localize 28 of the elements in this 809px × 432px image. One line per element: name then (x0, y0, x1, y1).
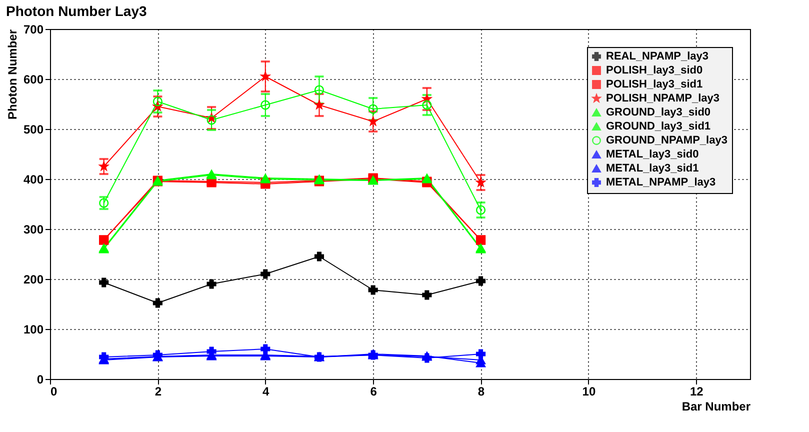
x-tick-label: 8 (478, 384, 485, 398)
x-tick-label: 12 (690, 384, 704, 398)
x-tick-label: 6 (370, 384, 378, 398)
x-tick-label: 2 (154, 384, 162, 398)
y-tick-label: 700 (23, 22, 44, 36)
legend-label: POLISH_lay3_sid0 (606, 64, 703, 76)
x-axis-title: Bar Number (682, 400, 751, 414)
legend-label: POLISH_NPAMP_lay3 (606, 92, 720, 104)
x-tick-label: 10 (582, 384, 596, 398)
legend-label: REAL_NPAMP_lay3 (606, 50, 708, 62)
y-tick-label: 600 (23, 72, 44, 86)
legend-label: METAL_NPAMP_lay3 (606, 176, 716, 188)
legend-label: GROUND_lay3_sid0 (606, 106, 711, 118)
legend-label: GROUND_lay3_sid1 (606, 120, 711, 132)
legend-label: POLISH_lay3_sid1 (606, 78, 703, 90)
legend-label: METAL_lay3_sid1 (606, 162, 699, 174)
legend-label: METAL_lay3_sid0 (606, 148, 699, 160)
y-tick-label: 100 (23, 322, 44, 336)
y-axis-title: Photon Number (5, 29, 20, 120)
y-tick-label: 300 (23, 222, 44, 236)
y-tick-label: 400 (23, 172, 44, 186)
y-tick-label: 0 (36, 372, 44, 386)
y-tick-label: 200 (23, 272, 44, 286)
y-tick-label: 500 (23, 122, 44, 136)
chart-title: Photon Number Lay3 (6, 3, 147, 19)
x-tick-label: 4 (262, 384, 270, 398)
legend-label: GROUND_NPAMP_lay3 (606, 134, 728, 146)
x-tick-label: 0 (50, 384, 58, 398)
